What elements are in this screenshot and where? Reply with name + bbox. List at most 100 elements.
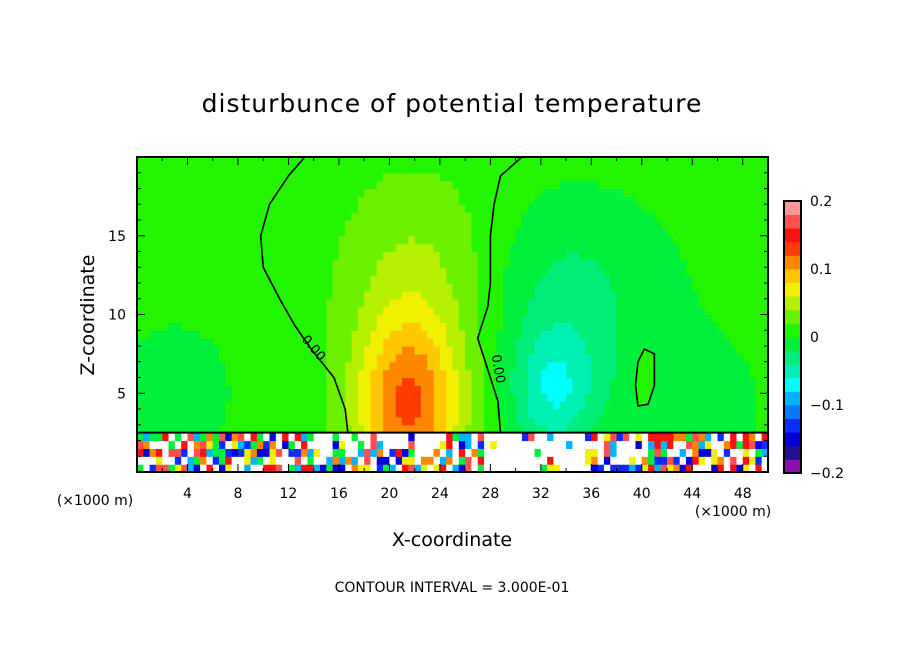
field-cell: [616, 275, 624, 284]
field-cell: [402, 243, 409, 253]
field-cell: [174, 235, 182, 245]
field-cell: [155, 416, 163, 426]
field-cell: [256, 172, 264, 182]
field-cell: [559, 393, 567, 402]
field-cell: [654, 227, 662, 237]
field-cell: [433, 353, 441, 363]
field-cell: [566, 298, 573, 308]
bl-cell: [168, 448, 176, 457]
x-tick-labels: 4 8 12 16 20 24 28 32 36 40 44 48: [183, 486, 752, 502]
field-cell: [301, 385, 308, 394]
field-cell: [376, 164, 384, 174]
field-cell: [641, 314, 649, 323]
bl-cell: [509, 456, 517, 465]
bl-cell: [231, 432, 239, 442]
field-cell: [319, 385, 327, 394]
field-cell: [458, 267, 466, 276]
field-cell: [528, 180, 536, 190]
field-cell: [755, 346, 763, 355]
field-cell: [446, 361, 454, 371]
field-cell: [610, 353, 618, 363]
field-cell: [742, 330, 750, 339]
field-cell: [679, 298, 687, 308]
field-cell: [212, 330, 220, 339]
field-cell: [685, 290, 693, 300]
field-cell: [263, 298, 271, 308]
field-cell: [749, 298, 756, 308]
field-cell: [439, 220, 447, 229]
field-cell: [231, 172, 239, 182]
field-cell: [484, 416, 491, 426]
field-cell: [446, 220, 454, 229]
bl-cell: [206, 432, 214, 442]
field-cell: [471, 251, 479, 260]
field-cell: [414, 322, 422, 331]
field-cell: [446, 164, 454, 174]
field-cell: [263, 283, 271, 292]
field-cell: [502, 212, 510, 221]
bl-cell: [143, 464, 151, 472]
field-cell: [433, 346, 441, 355]
field-cell: [534, 393, 542, 402]
bl-cell: [704, 440, 712, 449]
field-cell: [383, 188, 390, 197]
field-cell: [566, 385, 573, 394]
field-cell: [502, 251, 510, 260]
field-cell: [256, 330, 264, 339]
field-cell: [566, 259, 573, 268]
field-cell: [187, 385, 195, 394]
field-cell: [433, 338, 441, 347]
field-cell: [181, 157, 189, 166]
field-cell: [319, 338, 327, 347]
field-cell: [755, 416, 763, 426]
field-cell: [692, 212, 700, 221]
field-cell: [515, 369, 523, 379]
field-cell: [730, 306, 738, 316]
field-cell: [742, 212, 750, 221]
field-cell: [578, 322, 586, 331]
field-cell: [490, 298, 498, 308]
field-cell: [174, 298, 182, 308]
field-cell: [187, 369, 195, 379]
field-cell: [143, 369, 151, 379]
field-cell: [692, 157, 700, 166]
field-cell: [313, 338, 321, 347]
field-cell: [237, 369, 245, 379]
field-cell: [174, 243, 182, 253]
field-cell: [193, 424, 201, 434]
field-cell: [509, 298, 517, 308]
field-cell: [635, 212, 643, 221]
field-cell: [654, 196, 662, 205]
field-cell: [389, 220, 397, 229]
field-cell: [282, 346, 290, 355]
field-cell: [263, 314, 271, 323]
field-cell: [559, 385, 567, 394]
field-cell: [149, 290, 157, 300]
field-cell: [597, 393, 605, 402]
field-cell: [162, 180, 170, 190]
field-cell: [660, 369, 668, 379]
field-cell: [711, 235, 719, 245]
field-cell: [219, 290, 226, 300]
field-cell: [389, 259, 397, 268]
field-cell: [383, 424, 390, 434]
field-cell: [723, 196, 731, 205]
field-cell: [616, 157, 624, 166]
bl-cell: [256, 464, 264, 472]
field-cell: [357, 212, 365, 221]
field-cell: [742, 298, 750, 308]
bl-cell: [275, 456, 283, 465]
field-cell: [730, 220, 738, 229]
field-cell: [376, 416, 384, 426]
field-cell: [585, 267, 592, 276]
field-cell: [635, 298, 643, 308]
bl-cell: [761, 448, 768, 457]
field-cell: [528, 196, 536, 205]
field-cell: [458, 172, 466, 182]
field-cell: [547, 164, 555, 174]
field-cell: [490, 322, 498, 331]
field-cell: [269, 361, 277, 371]
field-cell: [742, 243, 750, 253]
field-cell: [162, 188, 170, 197]
bl-cell: [477, 448, 485, 457]
